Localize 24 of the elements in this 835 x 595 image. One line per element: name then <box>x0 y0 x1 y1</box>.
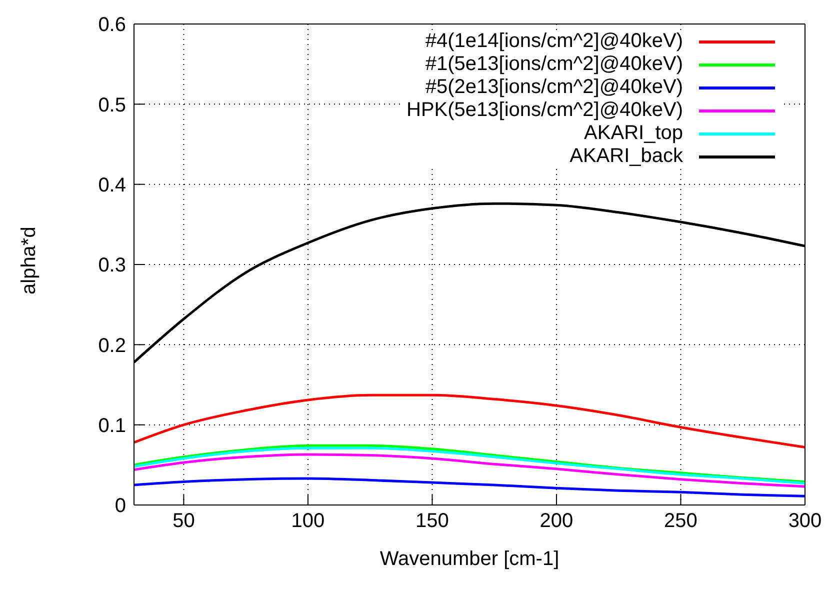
y-tick-label: 0.3 <box>98 254 126 277</box>
x-tick-label: 100 <box>291 510 325 532</box>
x-tick-label: 300 <box>788 510 822 532</box>
y-tick-label: 0.4 <box>98 174 126 196</box>
line-series <box>134 453 805 488</box>
x-tick-label: 50 <box>172 510 195 532</box>
y-tick-label: 0.2 <box>98 334 126 357</box>
x-tick-label: 200 <box>540 510 574 532</box>
legend-label: #4(1e14[ions/cm^2]@40keV) <box>425 30 683 53</box>
legend-label: #1(5e13[ions/cm^2]@40keV) <box>425 53 683 76</box>
legend-label: HPK(5e13[ions/cm^2]@40keV) <box>406 99 683 122</box>
x-tick-label: 250 <box>664 510 698 532</box>
y-tick-label: 0.6 <box>98 14 126 36</box>
line-series <box>134 394 805 449</box>
legend-label: AKARI_back <box>570 145 683 168</box>
x-axis-title: Wavenumber [cm-1] <box>380 548 560 570</box>
legend-label: #5(2e13[ions/cm^2]@40keV) <box>425 76 683 99</box>
y-tick-label: 0.5 <box>98 94 126 116</box>
y-tick-label: 0.1 <box>98 414 126 437</box>
line-series <box>134 477 805 498</box>
y-axis-title: alpha*d <box>18 226 40 294</box>
legend-label: AKARI_top <box>584 122 683 145</box>
y-tick-label: 0 <box>114 495 126 518</box>
x-tick-label: 150 <box>416 510 449 532</box>
